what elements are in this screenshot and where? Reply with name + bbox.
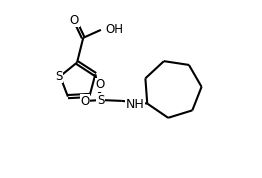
Text: O: O <box>81 95 90 108</box>
Text: O: O <box>70 14 79 27</box>
Text: OH: OH <box>106 23 124 36</box>
Text: O: O <box>96 78 105 91</box>
Text: S: S <box>56 70 63 83</box>
Text: S: S <box>97 93 104 106</box>
Text: NH: NH <box>126 98 144 111</box>
